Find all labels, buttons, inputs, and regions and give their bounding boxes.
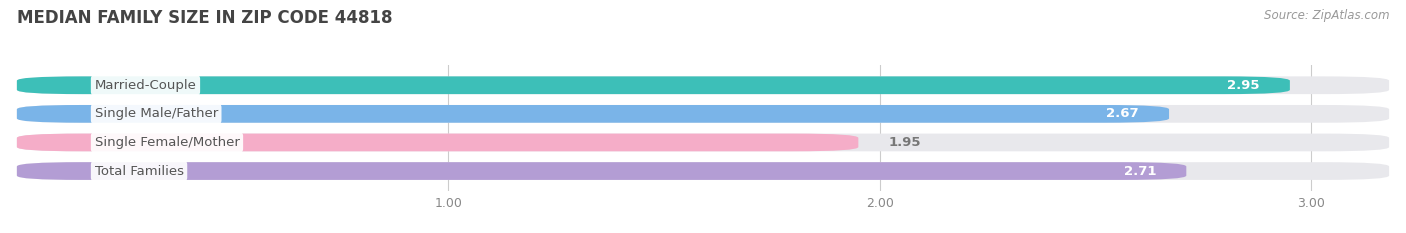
FancyBboxPatch shape	[17, 105, 1168, 123]
FancyBboxPatch shape	[17, 105, 1389, 123]
Text: Total Families: Total Families	[94, 164, 184, 178]
Text: Single Male/Father: Single Male/Father	[94, 107, 218, 120]
FancyBboxPatch shape	[17, 76, 1289, 94]
Text: 1.95: 1.95	[889, 136, 921, 149]
Text: Single Female/Mother: Single Female/Mother	[94, 136, 239, 149]
Text: MEDIAN FAMILY SIZE IN ZIP CODE 44818: MEDIAN FAMILY SIZE IN ZIP CODE 44818	[17, 9, 392, 27]
Text: 2.67: 2.67	[1107, 107, 1139, 120]
FancyBboxPatch shape	[17, 134, 858, 151]
FancyBboxPatch shape	[17, 162, 1187, 180]
Text: Source: ZipAtlas.com: Source: ZipAtlas.com	[1264, 9, 1389, 22]
Text: Married-Couple: Married-Couple	[94, 79, 197, 92]
Text: 2.95: 2.95	[1227, 79, 1260, 92]
FancyBboxPatch shape	[17, 162, 1389, 180]
Text: 2.71: 2.71	[1123, 164, 1156, 178]
FancyBboxPatch shape	[17, 134, 1389, 151]
FancyBboxPatch shape	[17, 76, 1389, 94]
